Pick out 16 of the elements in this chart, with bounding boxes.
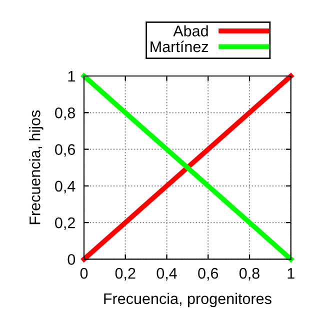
x-axis-title: Frecuencia, progenitores — [104, 292, 272, 308]
legend-label: Martínez — [150, 40, 208, 52]
y-tick-label: 0 — [68, 254, 76, 265]
x-tick-label: 1 — [288, 268, 294, 279]
y-tick-label: 0,4 — [55, 180, 76, 194]
y-tick-label: 0,8 — [55, 108, 76, 120]
x-tick-label: 0 — [80, 268, 88, 279]
x-tick-label: 0,4 — [156, 268, 177, 281]
y-tick-label: 0,2 — [55, 217, 75, 230]
y-tick-label: 1 — [68, 71, 75, 82]
x-tick-label: 0,6 — [198, 268, 218, 281]
y-tick-label: 0,6 — [55, 144, 75, 157]
legend-label: Abad — [173, 25, 208, 36]
x-tick-label: 0,2 — [115, 268, 136, 281]
y-axis-title: Frecuencia, hijos — [29, 110, 44, 224]
x-tick-label: 0,8 — [239, 268, 260, 281]
